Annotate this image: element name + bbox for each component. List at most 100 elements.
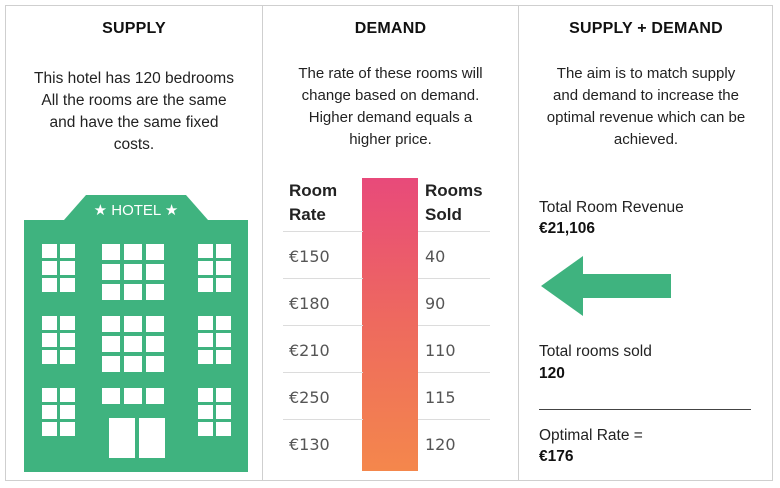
supply-demand-title: SUPPLY + DEMAND	[569, 20, 723, 37]
supply-demand-description: The aim is to match supply and demand to…	[546, 65, 746, 148]
hotel-window	[60, 405, 75, 419]
row-divider	[283, 278, 363, 279]
total-revenue-value: €21,106	[539, 220, 596, 237]
hotel-window	[198, 422, 213, 436]
divider-line	[539, 409, 751, 410]
hotel-window	[216, 405, 231, 419]
row-divider	[283, 325, 363, 326]
hotel-window	[124, 244, 142, 260]
hotel-window	[42, 244, 57, 258]
hotel-window	[60, 244, 75, 258]
demand-gradient-bar	[362, 178, 418, 471]
hotel-window	[146, 264, 164, 280]
hotel-window	[42, 261, 57, 275]
hotel-window	[60, 422, 75, 436]
hotel-window	[124, 356, 142, 372]
hotel-window	[146, 316, 164, 332]
row-divider	[283, 372, 363, 373]
hotel-window	[60, 261, 75, 275]
hotel-window	[102, 336, 120, 352]
supply-demand-column: SUPPLY + DEMAND The aim is to match supp…	[519, 6, 773, 480]
hotel-window	[124, 264, 142, 280]
hotel-window	[60, 350, 75, 364]
demand-description: The rate of these rooms will change base…	[298, 65, 483, 148]
supply-description: This hotel has 120 bedrooms All the room…	[34, 70, 234, 153]
hotel-window	[146, 388, 164, 404]
hotel-window	[42, 278, 57, 292]
hotel-window	[146, 284, 164, 300]
room-rate-header: Room Rate	[289, 181, 338, 224]
sold-cell: 90	[425, 294, 446, 313]
total-rooms-sold-value: 120	[539, 365, 565, 382]
demand-column: DEMAND The rate of these rooms will chan…	[263, 6, 519, 480]
rooms-sold-header: Rooms Sold	[425, 181, 483, 224]
row-divider	[283, 419, 363, 420]
hotel-window	[198, 278, 213, 292]
hotel-window	[42, 316, 57, 330]
hotel-window	[124, 336, 142, 352]
infographic-frame: SUPPLY This hotel has 120 bedrooms All t…	[5, 5, 773, 481]
hotel-sign-text: ★ HOTEL ★	[94, 202, 179, 219]
hotel-window	[216, 244, 231, 258]
demand-title: DEMAND	[354, 20, 427, 37]
hotel-window	[124, 284, 142, 300]
sold-cell: 115	[425, 388, 456, 407]
hotel-window	[102, 356, 120, 372]
sold-cell: 40	[425, 247, 446, 266]
hotel-window	[216, 316, 231, 330]
row-divider	[418, 231, 490, 232]
supply-title: SUPPLY	[102, 20, 166, 37]
hotel-window	[124, 388, 142, 404]
hotel-window	[198, 316, 213, 330]
rate-cell: €150	[289, 247, 330, 266]
row-divider	[418, 325, 490, 326]
hotel-window	[42, 350, 57, 364]
hotel-window	[198, 350, 213, 364]
rate-cell: €130	[289, 435, 330, 454]
row-divider	[418, 278, 490, 279]
hotel-window	[42, 405, 57, 419]
hotel-window	[60, 278, 75, 292]
hotel-building-icon: ★ HOTEL ★	[24, 195, 248, 472]
hotel-window	[124, 316, 142, 332]
hotel-window	[102, 316, 120, 332]
optimal-rate-label: Optimal Rate =	[539, 427, 643, 444]
hotel-window	[216, 422, 231, 436]
hotel-window	[42, 333, 57, 347]
optimal-rate-value: €176	[539, 448, 574, 465]
hotel-window	[198, 388, 213, 402]
hotel-window	[216, 350, 231, 364]
rate-cell: €210	[289, 341, 330, 360]
hotel-window	[102, 284, 120, 300]
hotel-window	[198, 261, 213, 275]
rate-cell: €250	[289, 388, 330, 407]
hotel-window	[102, 244, 120, 260]
hotel-window	[102, 264, 120, 280]
hotel-window	[42, 422, 57, 436]
hotel-window	[198, 333, 213, 347]
total-revenue-label: Total Room Revenue	[539, 199, 684, 216]
arrow-left-icon	[541, 256, 671, 316]
hotel-window	[198, 405, 213, 419]
hotel-window	[216, 261, 231, 275]
row-divider	[418, 419, 490, 420]
hotel-window	[146, 336, 164, 352]
hotel-window	[216, 278, 231, 292]
hotel-door	[109, 418, 165, 458]
rate-cell: €180	[289, 294, 330, 313]
row-divider	[418, 372, 490, 373]
hotel-window	[146, 244, 164, 260]
hotel-window	[42, 388, 57, 402]
sold-cell: 120	[425, 435, 456, 454]
hotel-window	[60, 316, 75, 330]
hotel-window	[216, 333, 231, 347]
total-rooms-sold-label: Total rooms sold	[539, 343, 652, 360]
row-divider	[283, 231, 363, 232]
supply-column: SUPPLY This hotel has 120 bedrooms All t…	[6, 6, 263, 480]
hotel-sign	[64, 195, 208, 220]
hotel-window	[146, 356, 164, 372]
hotel-window	[102, 388, 120, 404]
hotel-window	[60, 388, 75, 402]
hotel-window	[60, 333, 75, 347]
hotel-window	[198, 244, 213, 258]
